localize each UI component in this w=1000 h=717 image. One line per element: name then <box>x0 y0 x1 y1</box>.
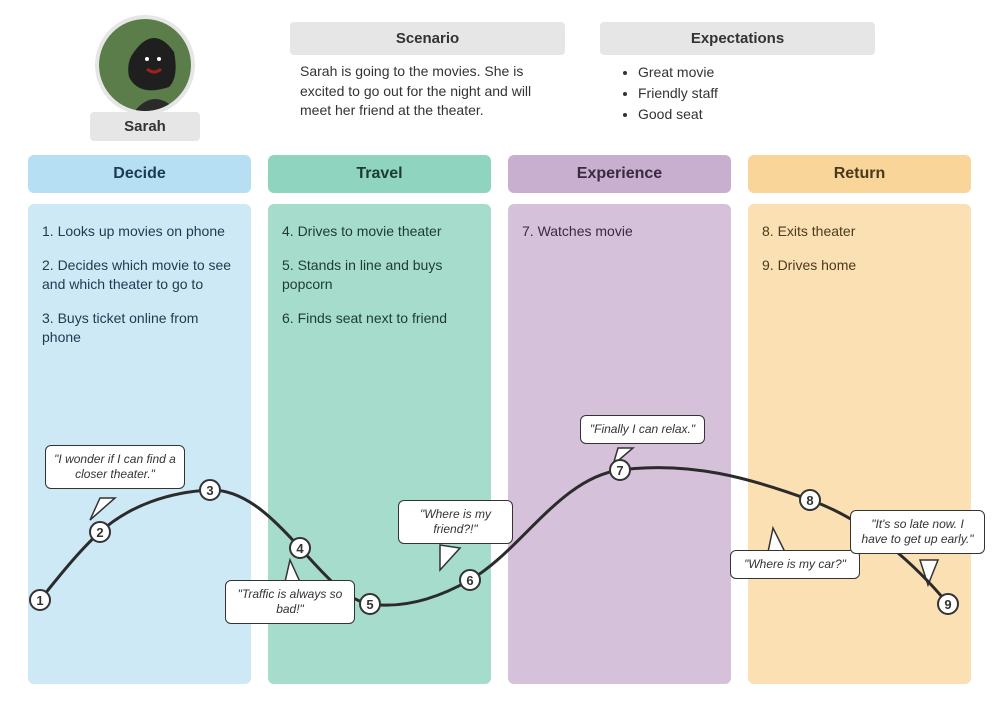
expectation-item: Good seat <box>638 104 858 125</box>
persona-name: Sarah <box>124 118 166 135</box>
curve-node: 6 <box>459 569 481 591</box>
step-item: 9. Drives home <box>762 256 957 276</box>
phase-steps: 4. Drives to movie theater 5. Stands in l… <box>282 222 477 342</box>
curve-node: 7 <box>609 459 631 481</box>
avatar-illustration <box>99 19 195 115</box>
persona-name-plate: Sarah <box>90 112 200 141</box>
curve-node: 4 <box>289 537 311 559</box>
step-item: 3. Buys ticket online from phone <box>42 309 237 348</box>
curve-node: 9 <box>937 593 959 615</box>
step-item: 7. Watches movie <box>522 222 717 242</box>
speech-bubble: "Traffic is always so bad!" <box>225 580 355 624</box>
step-item: 4. Drives to movie theater <box>282 222 477 242</box>
curve-node: 5 <box>359 593 381 615</box>
curve-node: 1 <box>29 589 51 611</box>
phase-steps: 7. Watches movie <box>522 222 717 256</box>
expectations-list: Great movie Friendly staff Good seat <box>618 62 858 125</box>
curve-node: 2 <box>89 521 111 543</box>
scenario-header: Scenario <box>290 22 565 55</box>
speech-bubble: "Where is my friend?!" <box>398 500 513 544</box>
journey-map: Sarah Scenario Sarah is going to the mov… <box>0 0 1000 717</box>
step-item: 2. Decides which movie to see and which … <box>42 256 237 295</box>
phase-header: Decide <box>28 155 251 193</box>
speech-bubble: "Finally I can relax." <box>580 415 705 444</box>
phase-steps: 1. Looks up movies on phone 2. Decides wh… <box>42 222 237 362</box>
expectation-item: Friendly staff <box>638 83 858 104</box>
step-item: 6. Finds seat next to friend <box>282 309 477 329</box>
speech-bubble: "It's so late now. I have to get up earl… <box>850 510 985 554</box>
phase-column <box>508 204 731 684</box>
phase-header: Travel <box>268 155 491 193</box>
persona-avatar <box>95 15 195 115</box>
speech-bubble: "Where is my car?" <box>730 550 860 579</box>
step-item: 5. Stands in line and buys popcorn <box>282 256 477 295</box>
phase-steps: 8. Exits theater 9. Drives home <box>762 222 957 289</box>
phase-header: Return <box>748 155 971 193</box>
expectation-item: Great movie <box>638 62 858 83</box>
step-item: 1. Looks up movies on phone <box>42 222 237 242</box>
phase-header: Experience <box>508 155 731 193</box>
expectations-header: Expectations <box>600 22 875 55</box>
step-item: 8. Exits theater <box>762 222 957 242</box>
scenario-text: Sarah is going to the movies. She is exc… <box>300 62 560 121</box>
speech-bubble: "I wonder if I can find a closer theater… <box>45 445 185 489</box>
curve-node: 8 <box>799 489 821 511</box>
curve-node: 3 <box>199 479 221 501</box>
